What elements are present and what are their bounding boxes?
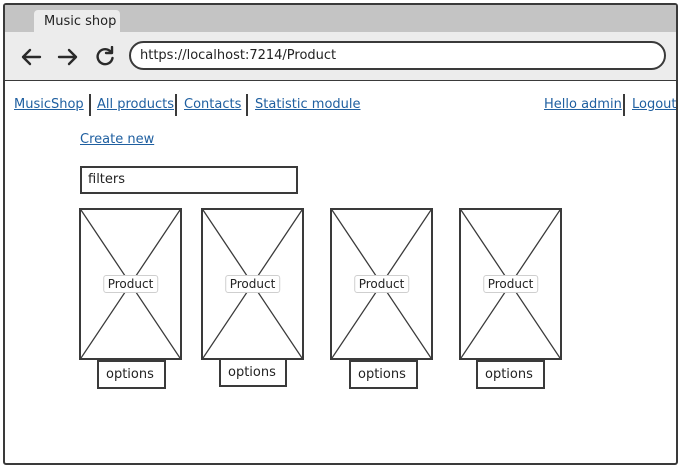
product-card[interactable]: Product	[459, 208, 562, 360]
product-label: Product	[482, 275, 539, 293]
arrow-right-icon	[57, 48, 78, 66]
reload-icon	[96, 46, 114, 66]
options-button[interactable]: options	[476, 360, 545, 389]
nav-all-products[interactable]: All products	[97, 97, 175, 112]
product-label: Product	[102, 275, 159, 293]
nav-brand-link[interactable]: MusicShop	[14, 97, 84, 112]
create-new-link[interactable]: Create new	[80, 132, 155, 147]
options-button[interactable]: options	[97, 360, 166, 389]
options-button[interactable]: options	[219, 358, 287, 387]
reload-button[interactable]	[92, 44, 118, 70]
browser-window: Music shop https://localhost:7214/Produc…	[3, 3, 678, 465]
address-bar[interactable]: https://localhost:7214/Product	[129, 41, 666, 70]
product-label: Product	[353, 275, 410, 293]
forward-button[interactable]	[55, 44, 81, 70]
user-greeting-link[interactable]: Hello admin	[544, 97, 622, 112]
product-card[interactable]: Product	[79, 208, 182, 360]
nav-contacts[interactable]: Contacts	[184, 97, 242, 112]
filters-panel[interactable]: filters	[80, 166, 298, 194]
nav-divider	[246, 94, 248, 116]
logout-link[interactable]: Logout	[632, 97, 677, 112]
nav-divider	[89, 94, 91, 116]
back-button[interactable]	[18, 44, 44, 70]
product-card[interactable]: Product	[330, 208, 433, 360]
browser-tab[interactable]: Music shop	[34, 10, 120, 34]
nav-divider	[175, 94, 177, 116]
product-card[interactable]: Product	[201, 208, 304, 360]
options-button[interactable]: options	[349, 360, 418, 389]
nav-divider	[623, 94, 625, 116]
nav-statistic-module[interactable]: Statistic module	[255, 97, 361, 112]
product-label: Product	[224, 275, 281, 293]
tab-strip: Music shop	[5, 5, 676, 34]
arrow-left-icon	[21, 48, 42, 66]
browser-toolbar: https://localhost:7214/Product	[5, 32, 676, 81]
